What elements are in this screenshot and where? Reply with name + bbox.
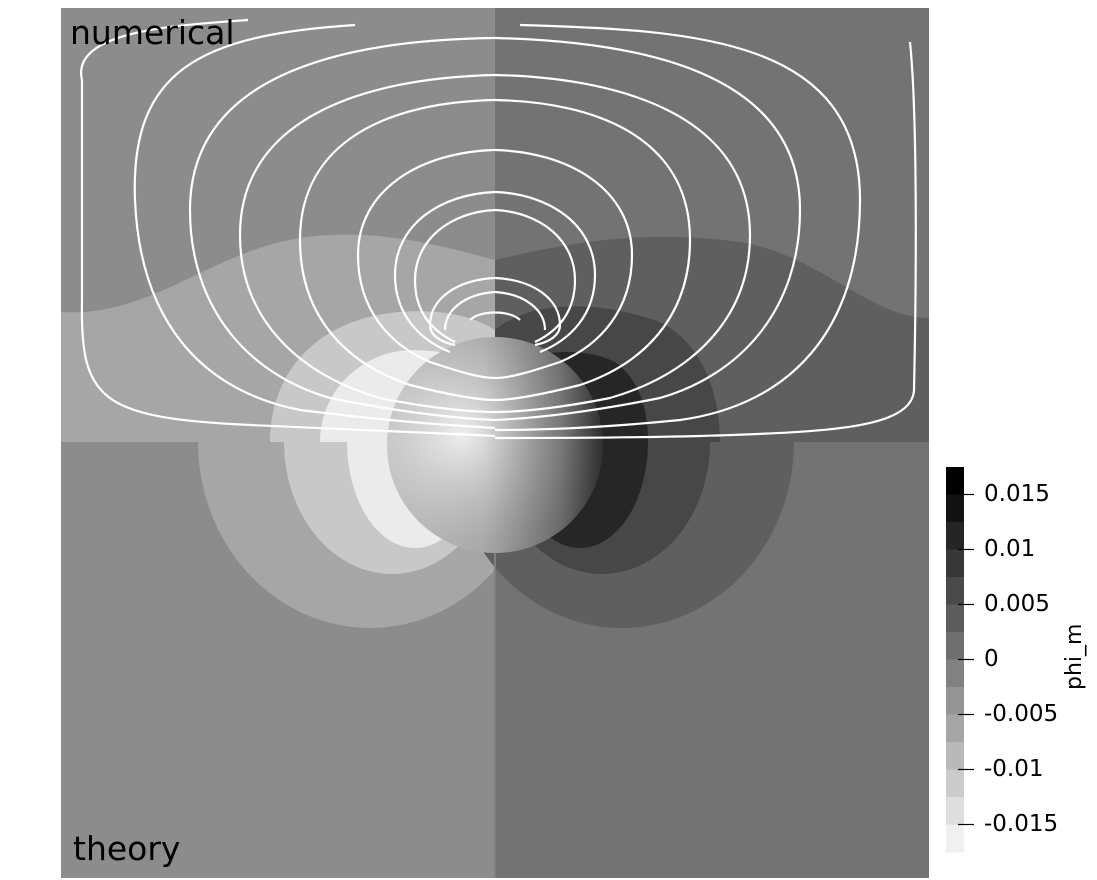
field-lines [80,18,917,440]
theory-label: theory [73,829,181,868]
colorbar-tick-label: 0 [984,645,999,672]
field-line-12 [494,148,634,380]
colorbar-level [946,467,964,495]
field-line-3 [133,23,496,430]
colorbar-tick-label: 0.005 [984,590,1050,617]
sphere [387,337,603,553]
field-line-6 [494,36,802,422]
colorbar-level [946,687,964,715]
colorbar-level [946,742,964,770]
colorbar-level [946,577,964,605]
field-line-14 [494,190,597,354]
colorbar-level [946,549,964,578]
colorbar-level [946,604,964,633]
field-line-5 [188,36,496,422]
colorbar-level [946,824,964,853]
field-line-8 [494,73,752,414]
field-line-15 [413,208,496,343]
colorbar-level [946,494,964,523]
field-line-1 [80,18,496,438]
colorbar-level [946,769,964,798]
colorbar-level [946,714,964,743]
sphere-shading [387,337,603,553]
field-line-19 [443,290,496,331]
colorbar-tick-label: -0.005 [984,700,1059,727]
field-line-17 [428,276,496,347]
colorbar-level [946,659,964,688]
field-line-4 [494,23,862,432]
colorbar-tick-label: 0.01 [984,535,1036,562]
field-line-20 [494,290,547,331]
colorbar [946,467,974,853]
colorbar-tick-label: 0.015 [984,480,1050,507]
field-line-11 [356,148,496,380]
colorbar-title: phi_m [1062,623,1087,690]
field-line-7 [238,73,496,414]
field-line-18 [494,276,562,347]
field-line-10 [494,98,692,402]
field-line-16 [494,208,577,343]
field-line-13 [393,190,496,354]
field-line-2 [494,41,917,440]
field-line-21 [469,311,521,321]
colorbar-level [946,522,964,550]
colorbar-tick-label: -0.01 [984,755,1044,782]
colorbar-tick-label: -0.015 [984,810,1059,837]
colorbar-level [946,632,964,660]
midline [494,442,496,878]
numerical-label: numerical [70,13,235,52]
colorbar-level [946,797,964,825]
field-line-9 [298,98,496,402]
